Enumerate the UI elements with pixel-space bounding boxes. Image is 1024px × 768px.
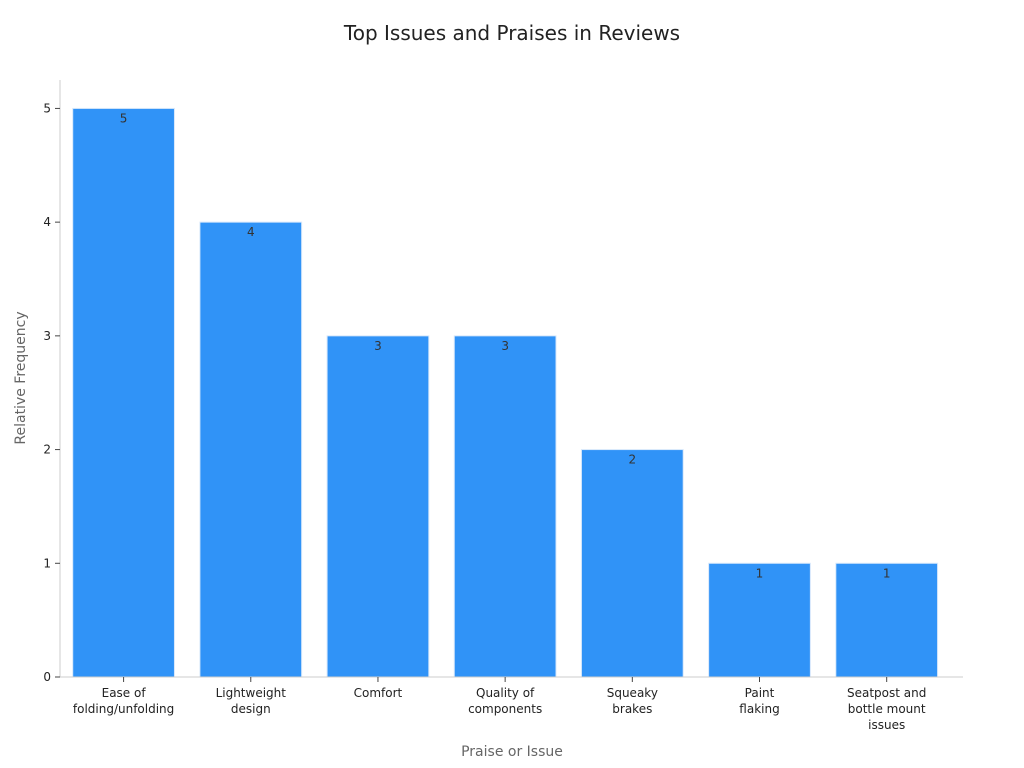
x-tick-label: Lightweight design — [216, 686, 287, 716]
bar-value-label: 3 — [374, 339, 382, 353]
bar — [326, 335, 430, 678]
x-tick-label-line: Comfort — [354, 686, 403, 700]
y-axis-label: Relative Frequency — [13, 311, 29, 444]
x-tick-label-line: Quality of — [476, 686, 535, 700]
y-tick-label: 1 — [43, 556, 51, 570]
bar-value-label: 2 — [629, 453, 637, 467]
y-ticks-group: 0 1 2 3 4 5 — [43, 101, 60, 684]
bar-value-label: 1 — [756, 566, 764, 580]
x-tick-label: Quality of components — [468, 686, 542, 716]
x-tick-label: Squeaky brakes — [607, 686, 658, 716]
x-tick-label: Comfort — [354, 686, 403, 700]
x-tick-label: Ease of folding/unfolding — [73, 686, 174, 716]
bar — [453, 335, 557, 678]
y-tick-label: 3 — [43, 329, 51, 343]
y-tick-label: 2 — [43, 443, 51, 457]
bar-value-label: 1 — [883, 566, 891, 580]
y-tick-label: 4 — [43, 215, 51, 229]
x-tick-label-line: bottle mount — [848, 702, 926, 716]
bar-value-label: 3 — [501, 339, 509, 353]
x-tick-label-line: Ease of — [102, 686, 147, 700]
bar-value-label: 5 — [120, 111, 128, 125]
bar — [835, 562, 939, 678]
bar-value-label: 4 — [247, 225, 255, 239]
y-tick-label: 5 — [43, 101, 51, 115]
data-labels-group: 5 4 3 3 2 1 1 — [120, 111, 891, 580]
bar — [708, 562, 811, 678]
x-tick-label-line: design — [231, 702, 271, 716]
x-tick-label-line: Lightweight — [216, 686, 287, 700]
x-tick-label-line: brakes — [612, 702, 652, 716]
x-tick-label: Paint flaking — [739, 686, 779, 716]
chart-title: Top Issues and Praises in Reviews — [343, 21, 680, 45]
x-tick-label-line: folding/unfolding — [73, 702, 174, 716]
x-tick-label-line: components — [468, 702, 542, 716]
x-tick-label-line: issues — [868, 718, 905, 732]
x-tick-label-line: flaking — [739, 702, 779, 716]
x-tick-label: Seatpost and bottle mount issues — [847, 686, 926, 732]
x-axis-label: Praise or Issue — [461, 744, 563, 760]
axes-group — [59, 80, 963, 678]
bar — [580, 449, 684, 678]
x-tick-label-line: Squeaky — [607, 686, 658, 700]
bar — [199, 221, 303, 678]
y-tick-label: 0 — [43, 670, 51, 684]
x-tick-label-line: Paint — [745, 686, 775, 700]
bars-group — [72, 107, 939, 678]
x-tick-label-line: Seatpost and — [847, 686, 926, 700]
x-ticks-group: Ease of folding/unfolding Lightweight desig… — [73, 677, 926, 732]
bar — [72, 107, 175, 678]
